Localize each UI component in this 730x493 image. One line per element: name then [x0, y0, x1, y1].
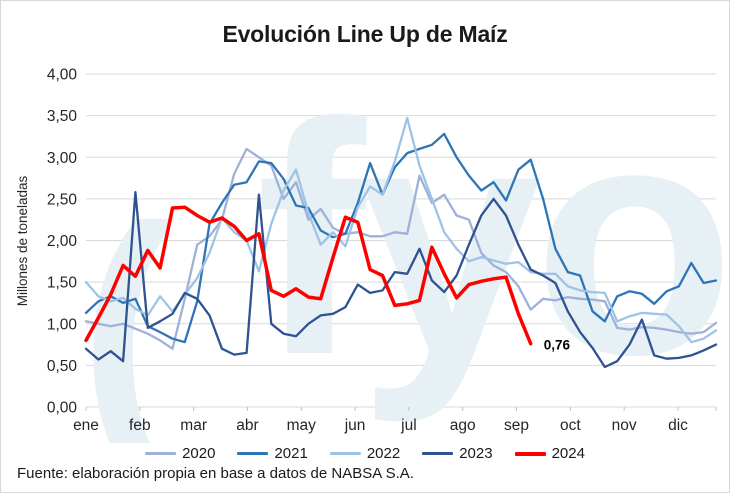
- last-point-data-label: 0,76: [544, 338, 571, 353]
- legend-line-swatch: [329, 452, 361, 455]
- y-tick-label: 2,50: [47, 191, 78, 208]
- x-tick-label: dic: [668, 417, 688, 434]
- y-tick-label: 1,00: [47, 316, 78, 333]
- legend-item-2022: 2022: [329, 445, 401, 462]
- y-tick-label: 2,00: [47, 233, 78, 250]
- legend-label: 2022: [366, 445, 401, 462]
- legend-line-swatch: [145, 452, 177, 455]
- y-tick-label: 0,00: [47, 400, 78, 417]
- legend-item-2021: 2021: [237, 445, 308, 462]
- x-tick-label: oct: [560, 417, 581, 434]
- x-tick-label: sep: [504, 417, 529, 434]
- x-tick-label: jun: [344, 417, 366, 434]
- y-tick-label: 1,50: [47, 275, 78, 292]
- x-tick-label: mar: [180, 417, 207, 434]
- line-chart-plot: 0,00 0,50 1,00 1,50 2,00 2,50 3,00 3,50 4,00(fyo…: [47, 54, 729, 443]
- series-line-2020: [84, 147, 718, 350]
- legend-label: 2023: [459, 445, 493, 462]
- fyo-watermark: (fyo: [79, 54, 729, 443]
- series-line-2022: [84, 116, 718, 344]
- series-line-2024: [84, 205, 533, 346]
- y-tick-label: 3,00: [47, 150, 78, 167]
- chart-legend: 2020 2021 2022 2023 2024: [1, 445, 729, 462]
- svg-text:fyo: fyo: [256, 54, 727, 425]
- legend-line-swatch: [237, 452, 269, 455]
- legend-item-2024: 2024: [514, 445, 585, 462]
- x-tick-label: abr: [236, 417, 258, 434]
- legend-label: 2020: [182, 445, 216, 462]
- legend-label: 2024: [551, 445, 585, 462]
- legend-line-swatch: [514, 451, 546, 456]
- source-note: Fuente: elaboración propia en base a dat…: [17, 465, 414, 482]
- series-line-2023: [84, 191, 718, 369]
- y-tick-label: 3,50: [47, 108, 78, 125]
- legend-item-2023: 2023: [422, 445, 493, 462]
- legend-label: 2021: [274, 445, 308, 462]
- x-tick-label: nov: [612, 417, 637, 434]
- x-tick-label: ene: [73, 417, 99, 434]
- legend-line-swatch: [422, 452, 454, 455]
- legend-item-2020: 2020: [145, 445, 215, 462]
- x-tick-label: ago: [450, 417, 476, 434]
- y-tick-label: 4,00: [47, 67, 78, 84]
- y-tick-label: 0,50: [47, 358, 78, 375]
- x-tick-label: may: [287, 417, 317, 434]
- x-tick-label: feb: [129, 417, 151, 434]
- x-tick-label: jul: [400, 417, 417, 434]
- chart-title: Evolución Line Up de Maíz: [222, 21, 508, 47]
